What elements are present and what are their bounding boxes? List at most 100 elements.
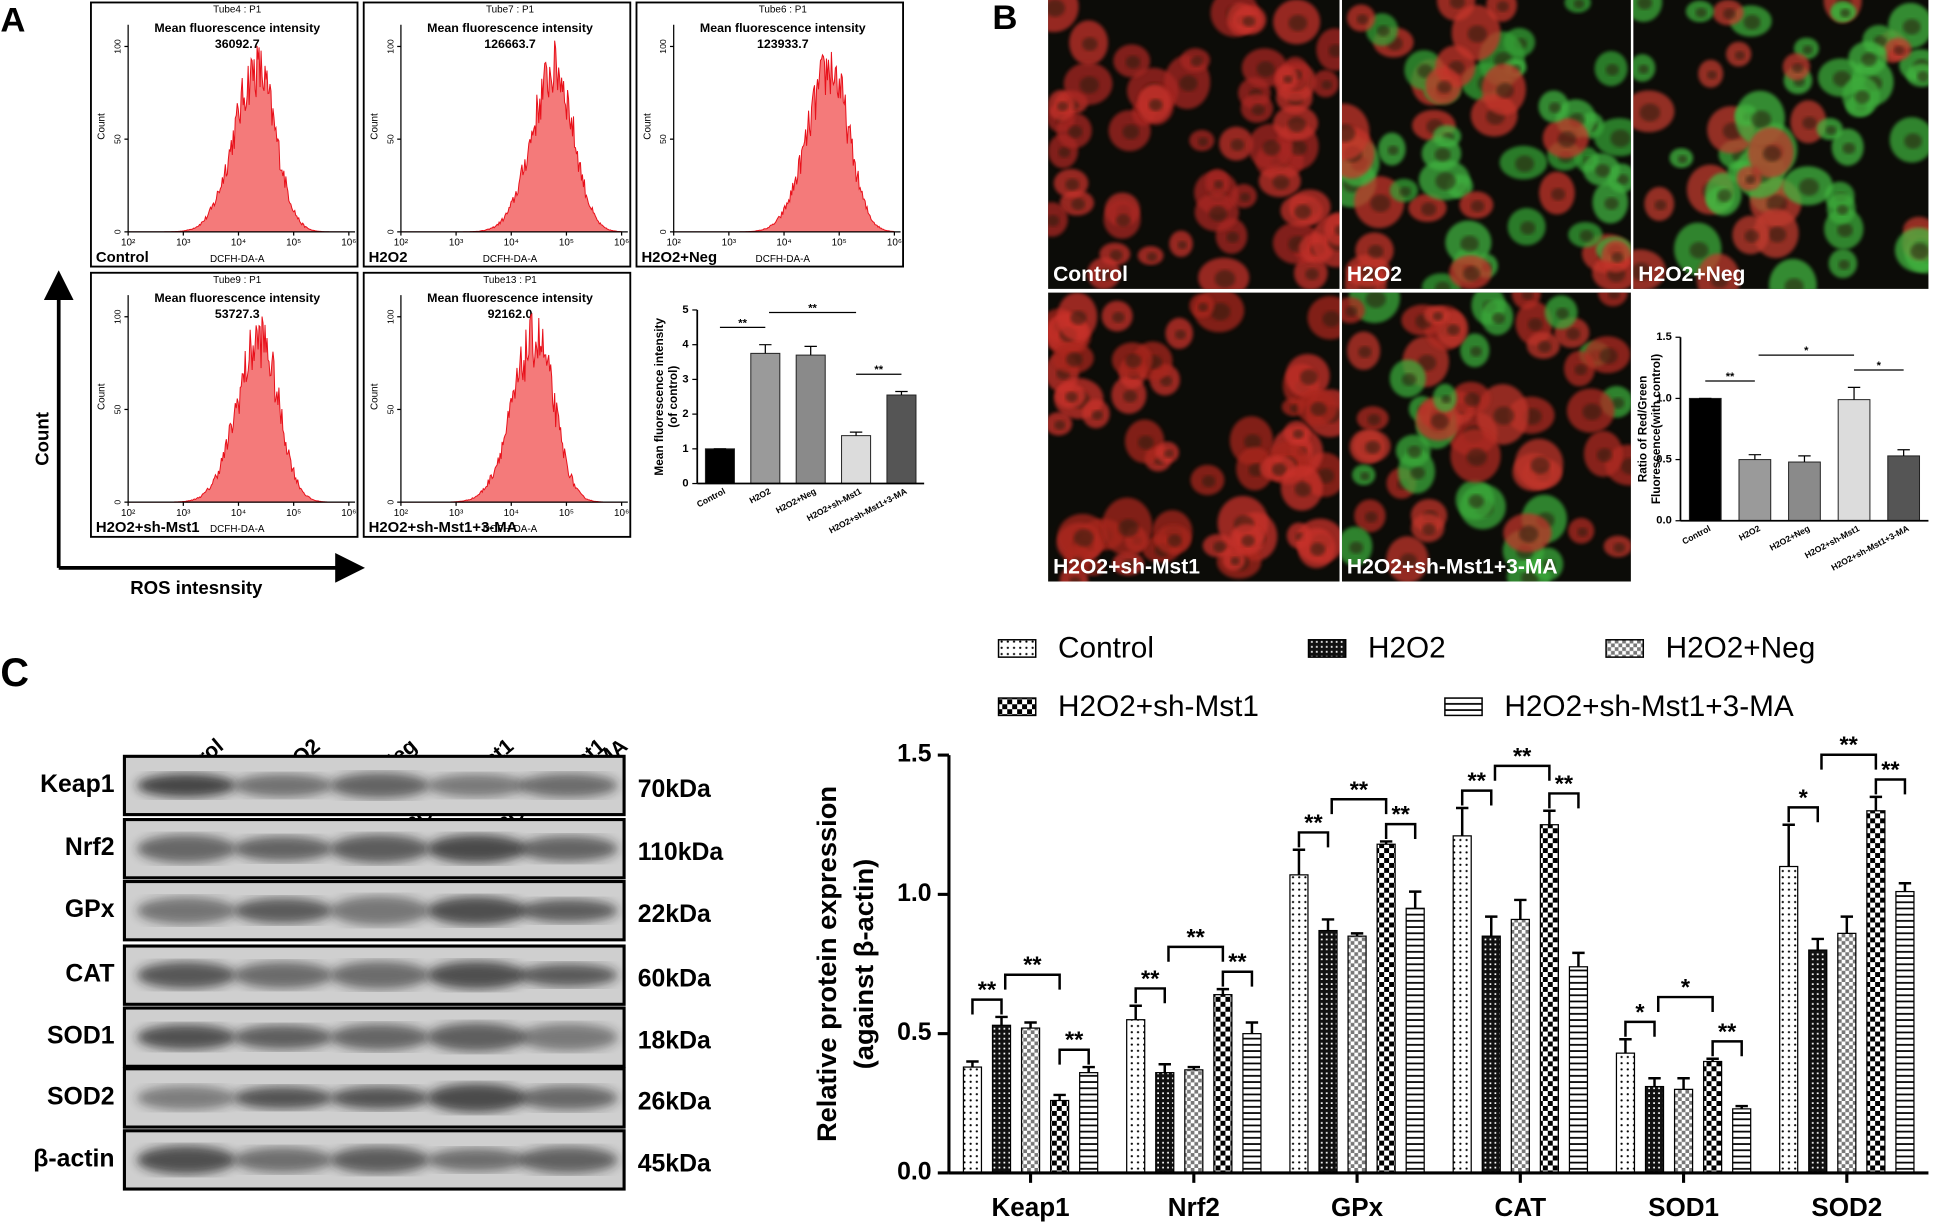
- size-label: 45kDa: [638, 1150, 711, 1177]
- nucleus: [1256, 61, 1275, 77]
- nucleus: [1122, 124, 1140, 140]
- nucleus: [1123, 390, 1138, 403]
- y-tick-label: 0.0: [897, 1158, 931, 1185]
- cell: [1598, 292, 1628, 307]
- nucleus: [1115, 214, 1131, 228]
- stat-value: 36092.7: [215, 37, 260, 51]
- nucleus: [1574, 364, 1587, 376]
- y-tick-label: 5: [682, 304, 688, 316]
- bar: [1347, 935, 1367, 1174]
- significance-bracket: [1711, 1040, 1743, 1057]
- nucleus: [1542, 559, 1556, 571]
- band: [233, 836, 333, 862]
- nucleus: [1365, 292, 1386, 308]
- significance-bracket: [1167, 945, 1225, 962]
- significance-label: **: [1350, 776, 1369, 802]
- y-tick-label: 100: [658, 39, 668, 54]
- significance-label: **: [1065, 1027, 1084, 1053]
- significance-bracket: [1460, 789, 1493, 806]
- nucleus: [1262, 140, 1281, 156]
- nucleus: [1573, 0, 1585, 9]
- nucleus: [1464, 392, 1480, 407]
- cells: [1341, 292, 1631, 582]
- error-bar: [1782, 823, 1795, 867]
- significance-label: **: [808, 302, 817, 314]
- bar: [1405, 907, 1425, 1174]
- band: [426, 834, 527, 863]
- plot-name: H2O2: [369, 250, 408, 266]
- y-tick-label: 1.0: [1656, 392, 1672, 404]
- plot-name: H2O2+Neg: [641, 250, 717, 266]
- nucleus: [1611, 252, 1624, 263]
- x-tick-label: CAT: [1495, 1192, 1547, 1222]
- bar: [1703, 1060, 1723, 1174]
- significance-label: **: [1304, 809, 1323, 835]
- significance-bracket: [1493, 764, 1551, 781]
- bar: [991, 1024, 1012, 1174]
- flow-plot: Tube4 : P1 Mean fluorescence intensity 360…: [90, 1, 359, 268]
- nucleus: [1137, 435, 1154, 450]
- band: [426, 1022, 527, 1052]
- nucleus: [1349, 541, 1364, 554]
- nucleus: [1239, 192, 1251, 202]
- x-tick-label: 10⁶: [614, 508, 629, 519]
- y-tick-label: 0.5: [897, 1019, 932, 1046]
- blot-row: CAT 60kDa: [65, 944, 711, 1006]
- x-tick-label: Nrf2: [1168, 1192, 1220, 1222]
- bar: [1779, 865, 1799, 1174]
- y-axis-label: Relative protein expression: [811, 786, 842, 1142]
- nucleus: [1910, 242, 1929, 260]
- band: [233, 773, 333, 798]
- protein-label: SOD1: [47, 1023, 115, 1050]
- cells: [1048, 292, 1340, 582]
- nucleus: [1148, 99, 1163, 111]
- nucleus: [1210, 302, 1231, 321]
- nucleus: [1734, 50, 1745, 60]
- protein-label: Keap1: [40, 771, 115, 798]
- y-tick-label: 0: [385, 229, 395, 234]
- cell: [1341, 103, 1370, 161]
- significance-bracket: [1548, 792, 1580, 809]
- nucleus: [1283, 75, 1293, 84]
- bar: [962, 1066, 983, 1174]
- nucleus: [1294, 204, 1312, 220]
- y-axis-label: (of control): [667, 366, 680, 428]
- bar: [1837, 932, 1857, 1174]
- nucleus: [1470, 346, 1482, 357]
- nucleus: [1360, 264, 1379, 281]
- size-label: 110kDa: [638, 839, 724, 866]
- nucleus: [1434, 147, 1451, 162]
- nucleus: [1294, 481, 1312, 497]
- cell: [1696, 253, 1740, 289]
- x-tick-label: Keap1: [992, 1192, 1070, 1222]
- y-axis-label: Fluorescence(with control): [1650, 354, 1663, 504]
- stat-title: Mean fluorescence intensity: [427, 291, 593, 305]
- nucleus: [1048, 215, 1060, 227]
- nucleus: [1310, 542, 1326, 556]
- bar: [1510, 918, 1530, 1174]
- band: [330, 772, 430, 799]
- stat-title: Mean fluorescence intensity: [700, 21, 866, 35]
- nucleus: [1410, 466, 1426, 480]
- bar: [1615, 1052, 1636, 1174]
- nucleus: [1449, 0, 1466, 9]
- y-tick-label: 50: [113, 404, 123, 414]
- bar: [1673, 1088, 1694, 1174]
- nucleus: [1608, 292, 1621, 300]
- bar: [1213, 994, 1233, 1174]
- x-tick-label: GPx: [1331, 1192, 1384, 1222]
- nucleus: [1689, 241, 1709, 259]
- nucleus: [1125, 55, 1141, 69]
- x-tick-label: Control: [695, 486, 727, 509]
- x-tick-label: 10³: [176, 238, 191, 249]
- nucleus: [1723, 8, 1736, 20]
- nucleus: [1091, 410, 1103, 420]
- x-tick-label: 10⁴: [231, 238, 246, 249]
- blot-row: GPx 22kDa: [65, 880, 711, 942]
- tube-label: Tube7 : P1: [486, 5, 535, 16]
- nucleus: [1174, 329, 1186, 340]
- stat-title: Mean fluorescence intensity: [427, 21, 593, 35]
- protein-label: SOD2: [47, 1083, 114, 1110]
- image-divider: [1633, 292, 1945, 606]
- legend-swatch: [1307, 639, 1347, 658]
